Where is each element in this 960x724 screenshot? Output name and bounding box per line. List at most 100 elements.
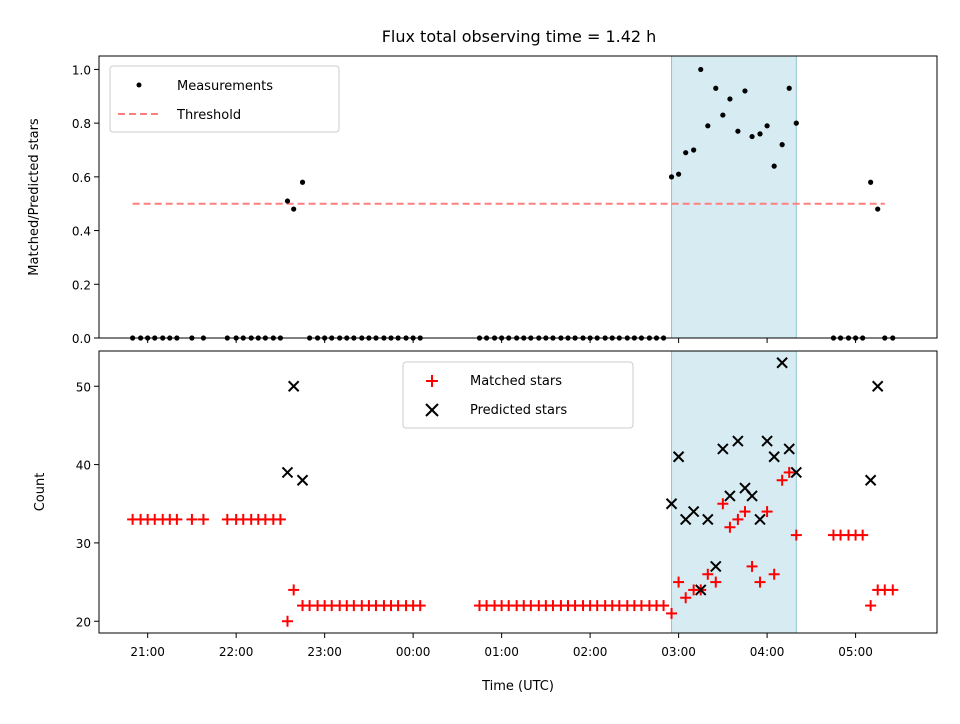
matched-star-point bbox=[186, 513, 198, 525]
matched-star-point bbox=[754, 576, 766, 588]
bottom-x-tick-label: 21:00 bbox=[130, 645, 165, 659]
predicted-star-point bbox=[287, 380, 300, 392]
matched-star-point bbox=[776, 474, 788, 486]
top-y-tick-label: 1.0 bbox=[72, 63, 91, 77]
predicted-stars-points bbox=[281, 357, 884, 596]
predicted-star-point bbox=[724, 490, 736, 502]
top-plot-frame bbox=[98, 55, 938, 339]
bottom-plot-frame bbox=[98, 350, 938, 634]
measurement-point bbox=[676, 171, 682, 177]
legend-predicted-label: Predicted stars bbox=[470, 403, 567, 418]
top-chart-title: Flux total observing time = 1.42 h bbox=[382, 27, 657, 46]
measurement-point bbox=[793, 120, 799, 126]
top-y-tick-label: 0.4 bbox=[72, 225, 91, 239]
predicted-star-point bbox=[296, 474, 309, 486]
measurement-point bbox=[757, 131, 763, 137]
bottom-panel: 20 30 40 50 21:00 22:00 23:00 00:00 01:00 02:00 0… bbox=[33, 350, 938, 694]
matched-star-point bbox=[197, 513, 209, 525]
measurement-point bbox=[875, 206, 881, 212]
bottom-x-tick-label: 04:00 bbox=[750, 645, 785, 659]
matched-star-point bbox=[887, 584, 899, 596]
top-y-tick-label: 0.8 bbox=[72, 117, 91, 131]
predicted-star-point bbox=[872, 380, 884, 392]
bottom-y-tick-label: 50 bbox=[76, 380, 91, 394]
bottom-y-tick-label: 30 bbox=[76, 537, 91, 551]
measurement-points bbox=[130, 66, 896, 341]
bottom-x-tick-label: 01:00 bbox=[484, 645, 519, 659]
matched-star-point bbox=[288, 584, 300, 596]
legend-predicted-marker bbox=[425, 403, 439, 417]
legend-matched-marker bbox=[426, 375, 438, 387]
bottom-y-axis-label: Count bbox=[33, 473, 48, 512]
matched-star-point bbox=[783, 466, 795, 478]
measurement-point bbox=[749, 133, 755, 140]
predicted-star-point bbox=[864, 474, 877, 486]
predicted-star-point bbox=[768, 451, 780, 463]
top-y-ticks: 0.0 0.2 0.4 0.6 0.8 1.0 bbox=[72, 63, 99, 346]
matched-star-point bbox=[281, 615, 293, 627]
bottom-x-tick-label: 22:00 bbox=[219, 645, 254, 659]
matched-star-point bbox=[790, 529, 802, 541]
bottom-x-tick-label: 00:00 bbox=[396, 645, 431, 659]
predicted-star-point bbox=[783, 443, 795, 455]
measurement-point bbox=[299, 179, 306, 185]
bottom-x-tick-label: 05:00 bbox=[838, 645, 873, 659]
bottom-x-tick-label: 02:00 bbox=[573, 645, 608, 659]
measurement-point bbox=[868, 179, 874, 185]
bottom-legend: Matched stars Predicted stars bbox=[402, 361, 634, 429]
predicted-star-point bbox=[746, 490, 758, 502]
top-legend-box bbox=[109, 65, 340, 133]
bottom-x-tick-label: 23:00 bbox=[307, 645, 342, 659]
predicted-star-point bbox=[732, 435, 744, 447]
predicted-star-point bbox=[695, 584, 707, 596]
bottom-legend-box bbox=[402, 361, 634, 429]
matched-star-point bbox=[865, 600, 877, 612]
measurement-point bbox=[683, 150, 689, 156]
matched-star-point bbox=[658, 600, 670, 612]
measurement-point bbox=[735, 128, 741, 134]
measurement-point bbox=[705, 123, 711, 129]
x-axis-label: Time (UTC) bbox=[481, 679, 554, 694]
predicted-star-point bbox=[672, 451, 685, 463]
matched-star-point bbox=[857, 529, 869, 541]
matched-star-point bbox=[761, 506, 773, 518]
legend-threshold-label: Threshold bbox=[176, 108, 241, 123]
bottom-y-ticks: 20 30 40 50 bbox=[76, 380, 99, 629]
measurement-point bbox=[771, 163, 777, 169]
measurement-point bbox=[713, 85, 719, 91]
measurement-point bbox=[786, 85, 792, 91]
predicted-star-point bbox=[702, 513, 714, 526]
legend-measurements-label: Measurements bbox=[177, 79, 273, 94]
bottom-x-ticks: 21:00 22:00 23:00 00:00 01:00 02:00 03:00 04:00… bbox=[130, 633, 873, 659]
measurement-point bbox=[668, 174, 675, 180]
bottom-y-tick-label: 20 bbox=[76, 615, 91, 629]
matched-star-point bbox=[274, 513, 286, 525]
legend-matched-label: Matched stars bbox=[470, 374, 562, 389]
top-legend: Measurements Threshold bbox=[109, 65, 340, 133]
matched-star-point bbox=[710, 576, 722, 588]
predicted-star-point bbox=[754, 513, 766, 526]
measurement-point bbox=[284, 198, 291, 204]
matched-star-point bbox=[739, 506, 751, 518]
predicted-star-point bbox=[761, 435, 773, 447]
measurement-point bbox=[742, 88, 748, 94]
predicted-star-point bbox=[710, 560, 722, 573]
top-y-tick-label: 0.6 bbox=[72, 171, 91, 185]
matched-star-point bbox=[702, 568, 714, 580]
predicted-star-point bbox=[281, 466, 294, 479]
bottom-y-tick-label: 40 bbox=[76, 459, 91, 473]
matched-star-point bbox=[414, 600, 426, 612]
measurement-point bbox=[779, 142, 785, 148]
legend-measurements-marker bbox=[136, 82, 142, 88]
top-y-tick-label: 0.0 bbox=[72, 332, 91, 346]
matched-stars-points bbox=[127, 466, 899, 627]
measurement-point bbox=[291, 206, 297, 212]
matched-star-point bbox=[666, 607, 678, 619]
predicted-star-point bbox=[790, 466, 803, 479]
bottom-x-tick-label: 03:00 bbox=[661, 645, 696, 659]
measurement-point bbox=[764, 123, 770, 129]
matched-star-point bbox=[673, 576, 685, 588]
measurement-point bbox=[720, 112, 726, 118]
measurement-point bbox=[727, 96, 733, 102]
